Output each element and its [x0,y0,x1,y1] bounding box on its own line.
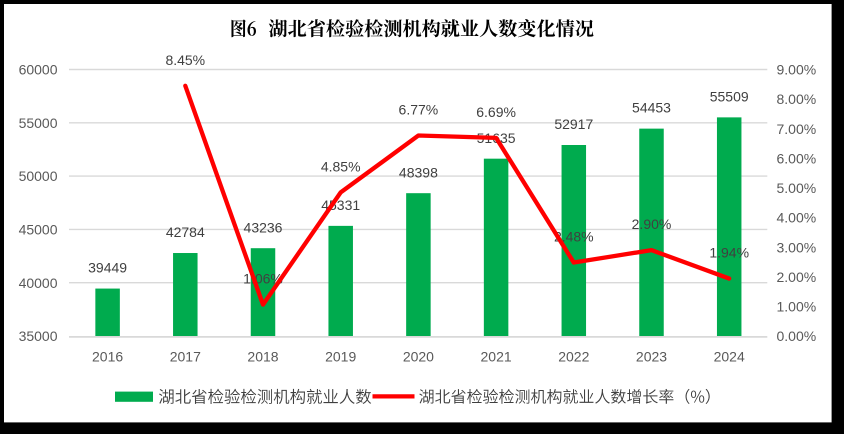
svg-text:60000: 60000 [19,62,58,78]
svg-text:1.94%: 1.94% [709,245,749,261]
svg-text:4.00%: 4.00% [777,210,817,226]
svg-text:1.00%: 1.00% [777,298,817,314]
svg-text:2023: 2023 [636,349,667,365]
svg-text:5.00%: 5.00% [777,180,817,196]
svg-text:2018: 2018 [247,349,278,365]
svg-text:8.00%: 8.00% [777,91,817,107]
svg-text:0.00%: 0.00% [777,328,817,344]
svg-text:9.00%: 9.00% [777,62,817,78]
svg-text:6.69%: 6.69% [476,104,516,120]
svg-text:2.48%: 2.48% [554,229,594,245]
svg-text:6.77%: 6.77% [399,102,439,118]
svg-text:35000: 35000 [19,328,58,344]
svg-text:8.45%: 8.45% [165,52,205,68]
svg-text:54453: 54453 [632,100,671,116]
svg-text:48398: 48398 [399,164,438,180]
svg-text:4.85%: 4.85% [321,158,361,174]
svg-text:55509: 55509 [710,88,749,104]
svg-text:55000: 55000 [19,115,58,131]
svg-text:7.00%: 7.00% [777,121,817,137]
svg-text:6.00%: 6.00% [777,150,817,166]
svg-text:40000: 40000 [19,275,58,291]
svg-text:2022: 2022 [558,349,589,365]
svg-text:3.00%: 3.00% [777,239,817,255]
svg-text:2.90%: 2.90% [632,216,672,232]
svg-text:2.00%: 2.00% [777,269,817,285]
svg-text:2019: 2019 [325,349,356,365]
svg-text:2020: 2020 [403,349,434,365]
svg-text:52917: 52917 [554,116,593,132]
svg-text:42784: 42784 [166,224,205,240]
svg-text:2016: 2016 [92,349,123,365]
svg-text:43236: 43236 [244,219,283,235]
svg-text:45000: 45000 [19,222,58,238]
svg-text:50000: 50000 [19,168,58,184]
svg-text:2021: 2021 [481,349,512,365]
svg-text:2024: 2024 [714,349,745,365]
svg-text:39449: 39449 [88,260,127,276]
svg-text:2017: 2017 [170,349,201,365]
